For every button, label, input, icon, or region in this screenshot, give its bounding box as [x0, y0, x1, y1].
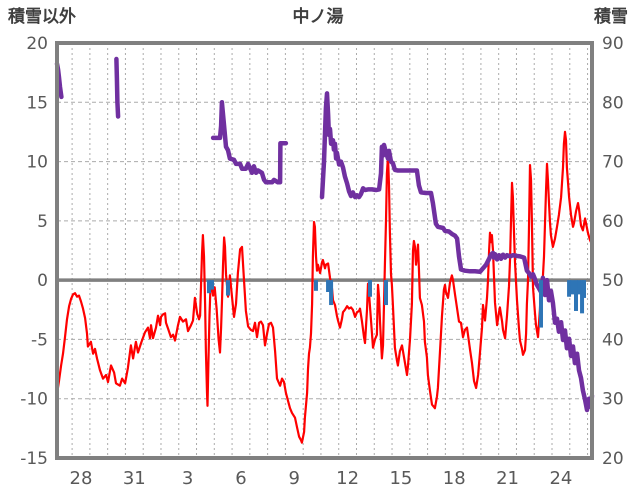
x-axis-tick-label: 24	[549, 468, 572, 489]
blue-bars-below-zero-bar	[567, 280, 572, 297]
right-axis-tick-label: 50	[602, 271, 624, 291]
x-axis-tick-label: 12	[336, 468, 359, 489]
right-axis-tick-label: 60	[602, 212, 624, 232]
blue-bars-below-zero-bar	[577, 280, 582, 295]
x-axis-tick-label: 15	[389, 468, 412, 489]
blue-bars-below-zero-bar	[313, 280, 318, 291]
left-axis-tick-label: -5	[31, 330, 48, 350]
left-axis-tick-label: 0	[37, 271, 48, 291]
purple-line-snow-depth	[319, 91, 595, 413]
left-axis-title: 積雪以外	[8, 7, 76, 27]
x-axis-tick-label: 9	[289, 468, 300, 489]
plot-border	[55, 41, 594, 460]
right-axis-tick-label: 70	[602, 153, 624, 173]
purple-line-snow-depth	[114, 56, 121, 119]
blue-bars-below-zero-bar	[538, 280, 543, 328]
x-axis-tick-label: 21	[496, 468, 519, 489]
left-axis-tick-label: 20	[26, 34, 48, 54]
x-axis-tick-label: 3	[182, 468, 193, 489]
blue-bars-below-zero-bar	[368, 280, 373, 297]
blue-bars-below-zero-bar	[206, 280, 211, 294]
blue-bars-below-zero-bar	[383, 280, 388, 306]
right-axis-tick-label: 20	[602, 449, 624, 469]
left-axis-tick-label: 15	[26, 93, 48, 113]
chart-title: 中ノ湯	[292, 7, 344, 27]
left-axis-tick-label: 10	[26, 153, 48, 173]
right-axis-tick-label: 90	[602, 34, 624, 54]
blue-bars-below-zero-bar	[574, 280, 579, 311]
left-axis-tick-label: 5	[37, 212, 48, 232]
x-axis-tick-label: 6	[235, 468, 246, 489]
x-axis-tick-label: 18	[443, 468, 466, 489]
blue-bars-below-zero-bar	[209, 280, 214, 290]
blue-bars-below-zero-bar	[329, 280, 334, 306]
blue-bars-below-zero-bar	[582, 280, 587, 298]
red-line-temperature	[55, 130, 594, 444]
chart-header: 積雪以外 中ノ湯 積雪	[0, 5, 636, 29]
right-axis-title: 積雪	[594, 7, 628, 27]
right-axis-tick-label: 40	[602, 330, 624, 350]
left-axis-tick-label: -15	[20, 449, 48, 469]
x-axis-tick-label: 28	[70, 468, 93, 489]
x-axis-tick-label: 31	[123, 468, 146, 489]
blue-bars-below-zero-bar	[570, 280, 575, 295]
blue-bars-below-zero-bar	[326, 280, 331, 292]
right-axis-tick-label: 30	[602, 390, 624, 410]
left-axis-tick-label: -10	[20, 390, 48, 410]
blue-bars-below-zero-bar	[225, 280, 230, 296]
right-axis-tick-label: 80	[602, 93, 624, 113]
purple-line-snow-depth	[210, 100, 289, 185]
